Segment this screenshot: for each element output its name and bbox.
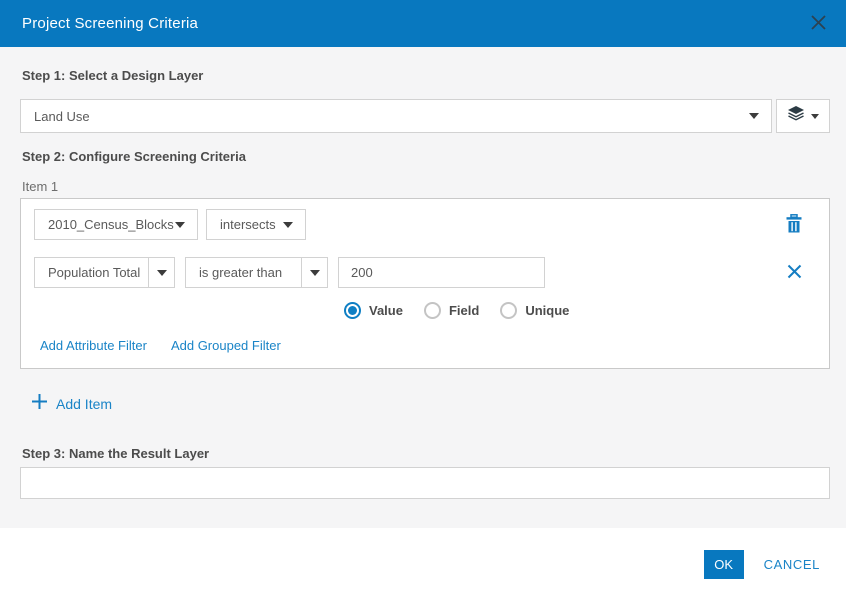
cancel-button[interactable]: CANCEL xyxy=(763,557,820,572)
field-value: Population Total xyxy=(48,265,141,280)
plus-icon xyxy=(31,393,48,415)
radio-label-field: Field xyxy=(448,302,480,318)
field-select[interactable]: Population Total xyxy=(34,257,175,288)
dialog-body: Step 1: Select a Design Layer Land Use S… xyxy=(0,47,846,528)
step1-label: Step 1: Select a Design Layer xyxy=(22,68,204,83)
condition-value: is greater than xyxy=(199,265,283,280)
chevron-down-icon xyxy=(156,269,167,276)
ok-button[interactable]: OK xyxy=(703,550,744,579)
x-icon xyxy=(787,264,802,282)
layer-operator-row: 2010_Census_Blocks intersects xyxy=(34,209,816,240)
add-grouped-filter-link[interactable]: Add Grouped Filter xyxy=(170,338,281,353)
add-item-button[interactable]: Add Item xyxy=(31,393,112,415)
chevron-down-icon xyxy=(283,221,293,228)
layer-list-button[interactable] xyxy=(776,99,830,133)
radio-icon xyxy=(423,301,441,319)
add-item-label: Add Item xyxy=(56,396,113,412)
result-layer-name-input[interactable] xyxy=(20,467,830,499)
radio-icon xyxy=(500,301,518,319)
chevron-cell xyxy=(301,258,327,287)
chevron-down-icon xyxy=(309,269,320,276)
remove-filter-button[interactable] xyxy=(784,263,804,283)
trash-icon xyxy=(786,213,802,236)
dialog-header: Project Screening Criteria xyxy=(0,0,846,47)
condition-select[interactable]: is greater than xyxy=(185,257,328,288)
step2-label: Step 2: Configure Screening Criteria xyxy=(22,149,246,164)
spatial-operator-select[interactable]: intersects xyxy=(206,209,306,240)
radio-option-value[interactable]: Value xyxy=(344,301,403,319)
attribute-filter-row: Population Total is greater than xyxy=(34,257,816,288)
design-layer-row: Land Use xyxy=(20,99,830,133)
close-button[interactable] xyxy=(806,12,830,36)
spatial-operator-value: intersects xyxy=(220,217,276,232)
chevron-down-icon xyxy=(175,221,185,228)
design-layer-value: Land Use xyxy=(34,108,90,124)
filter-links-row: Add Attribute Filter Add Grouped Filter xyxy=(34,338,816,353)
radio-option-unique[interactable]: Unique xyxy=(500,301,570,319)
radio-label-value: Value xyxy=(369,302,403,318)
delete-item-button[interactable] xyxy=(784,213,804,236)
value-type-radio-group: Value Field Unique xyxy=(344,301,816,319)
dialog-footer: OK CANCEL xyxy=(0,528,846,596)
chevron-down-icon xyxy=(749,113,759,119)
radio-option-field[interactable]: Field xyxy=(423,301,480,319)
radio-icon xyxy=(344,301,361,319)
screening-layer-select[interactable]: 2010_Census_Blocks xyxy=(34,209,198,240)
layers-stack-icon xyxy=(787,106,805,126)
design-layer-select[interactable]: Land Use xyxy=(20,99,772,133)
screening-item-card: 2010_Census_Blocks intersects xyxy=(20,198,830,369)
radio-label-unique: Unique xyxy=(525,302,570,318)
add-attribute-filter-link[interactable]: Add Attribute Filter xyxy=(40,338,147,353)
step3-label: Step 3: Name the Result Layer xyxy=(22,446,210,461)
filter-value-input[interactable] xyxy=(338,257,545,288)
item-name: Item 1 xyxy=(22,179,59,194)
chevron-down-icon xyxy=(811,113,819,119)
dialog-title: Project Screening Criteria xyxy=(22,15,199,32)
close-icon xyxy=(810,14,827,34)
chevron-cell xyxy=(148,258,174,287)
screening-layer-value: 2010_Census_Blocks xyxy=(48,217,174,232)
